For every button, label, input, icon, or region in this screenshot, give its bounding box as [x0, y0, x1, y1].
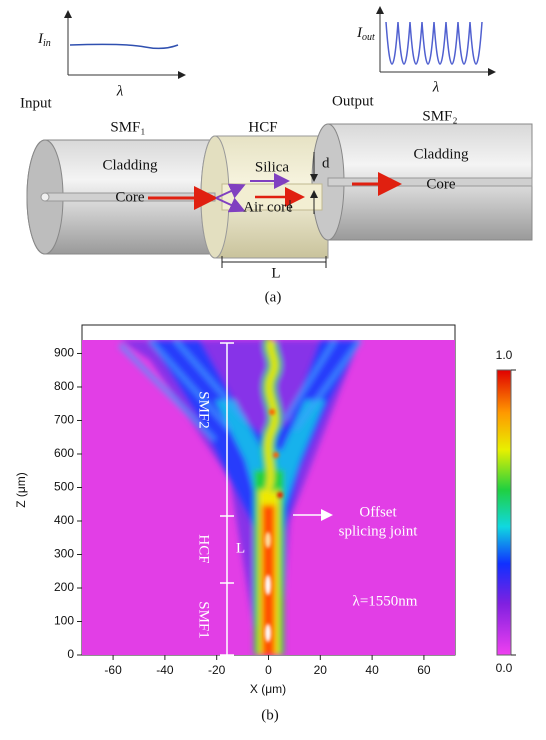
hcf-label: HCF — [248, 119, 277, 135]
y-tick-label: 700 — [54, 413, 74, 427]
x-tick-label: 40 — [365, 663, 379, 677]
colorbar-tick-label: 1.0 — [496, 348, 513, 362]
y-tick-label: 100 — [54, 614, 74, 628]
hcf-annotation: HCF — [196, 534, 212, 563]
colorbar — [496, 369, 512, 656]
d-label: d — [322, 155, 330, 171]
air-core-label: Air core — [243, 199, 293, 215]
y-tick-label: 400 — [54, 513, 74, 527]
x-tick-label: 60 — [417, 663, 431, 677]
lambda: λ — [116, 83, 124, 99]
cladding-label: Cladding — [103, 157, 158, 173]
y-tick-label: 600 — [54, 446, 74, 460]
colorbar-tick-label: 0.0 — [496, 661, 513, 675]
joint-annotation: splicing joint — [339, 523, 419, 539]
core-label: Core — [115, 189, 145, 205]
y-tick-label: 900 — [54, 346, 74, 360]
cladding-label: Cladding — [414, 146, 469, 162]
x-tick-label: -40 — [156, 663, 174, 677]
wavelength-annotation: λ=1550nm — [353, 593, 418, 609]
y-tick-label: 300 — [54, 547, 74, 561]
silica-label: Silica — [255, 159, 290, 175]
y-tick-label: 800 — [54, 379, 74, 393]
lambda: λ — [432, 79, 440, 95]
smf1-label: SMF₁ — [110, 119, 145, 135]
smf2-label: SMF₂ — [422, 108, 457, 124]
y-axis-label: Z (μm) — [14, 472, 28, 508]
length-annotation: L — [236, 540, 245, 556]
panel-a: Iin λ Input Iout λ Output SMF₁ HCF SMF₂ … — [20, 6, 533, 305]
i-out: Iout — [356, 25, 375, 43]
fibers — [26, 123, 533, 268]
panel-b: SMF2 HCF SMF1 L Offset splicing joint λ=… — [14, 324, 516, 723]
input-spectrum — [64, 10, 186, 79]
core-label: Core — [426, 176, 456, 192]
i-in: Iin — [37, 31, 51, 49]
x-tick-label: 20 — [314, 663, 328, 677]
y-tick-label: 500 — [54, 480, 74, 494]
section-marker — [220, 342, 333, 656]
panel-label: (b) — [261, 707, 279, 723]
joint-annotation: Offset — [359, 504, 397, 520]
y-tick-label: 200 — [54, 580, 74, 594]
field-map — [82, 340, 455, 655]
input-label: Input — [20, 95, 52, 111]
panel-label: (a) — [265, 289, 282, 305]
x-tick-label: -20 — [208, 663, 226, 677]
x-tick-label: 0 — [265, 663, 272, 677]
y-tick-label: 0 — [67, 647, 74, 661]
output-spectrum — [376, 6, 496, 76]
x-axis-label: X (μm) — [250, 682, 286, 696]
smf1-annotation: SMF1 — [196, 601, 212, 639]
smf2-annotation: SMF2 — [196, 391, 212, 429]
length-label: L — [271, 265, 280, 281]
output-label: Output — [332, 93, 375, 109]
x-tick-label: -60 — [104, 663, 122, 677]
